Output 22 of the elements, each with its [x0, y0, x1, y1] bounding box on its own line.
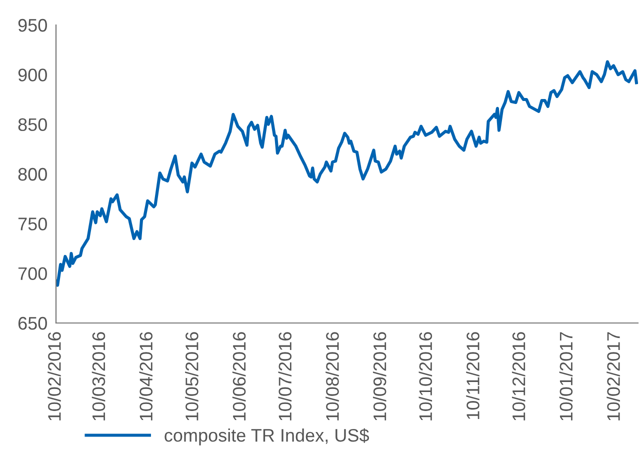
x-tick-label: 10/05/2016 [185, 332, 198, 420]
x-tick-label: 10/06/2016 [232, 332, 246, 420]
x-tick-label: 10/12/2016 [512, 332, 526, 420]
x-tick-label: 10/02/2016 [48, 332, 61, 420]
x-tick-label: 10/09/2016 [372, 332, 386, 420]
y-tick-label: 700 [18, 267, 47, 280]
y-tick-label: 750 [18, 218, 47, 230]
x-tick-label: 10/04/2016 [139, 332, 152, 420]
x-tick-label: 10/01/2017 [559, 332, 573, 420]
x-tick-label: 10/10/2016 [418, 332, 432, 420]
x-tick-label: 10/08/2016 [326, 332, 339, 420]
y-tick-label: 650 [18, 316, 47, 330]
y-tick-label: 900 [18, 68, 47, 82]
y-tick-label: 950 [18, 18, 47, 32]
x-tick-label: 10/07/2016 [278, 332, 292, 420]
line-series [56, 60, 638, 287]
x-tick-label: 10/02/2017 [606, 332, 620, 420]
x-tick-label: 10/03/2016 [92, 332, 106, 420]
x-tick-label: 10/11/2016 [466, 332, 480, 419]
y-tick-label: 850 [18, 118, 47, 132]
legend-label: composite TR Index, US$ [164, 428, 369, 446]
y-tick-label: 800 [18, 168, 47, 181]
